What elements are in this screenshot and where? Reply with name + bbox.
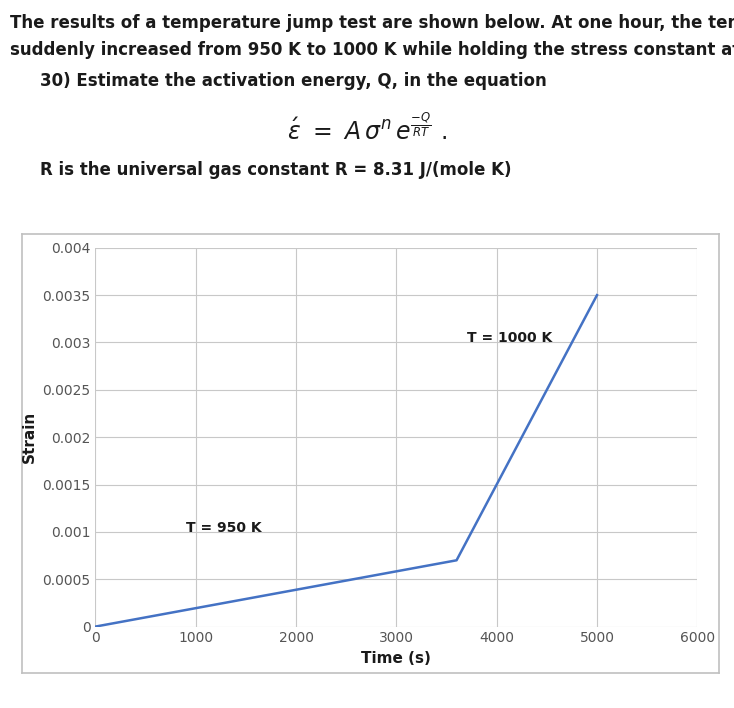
Text: suddenly increased from 950 K to 1000 K while holding the stress constant at 100: suddenly increased from 950 K to 1000 K … [10,41,734,59]
Text: The results of a temperature jump test are shown below. At one hour, the tempera: The results of a temperature jump test a… [10,14,734,32]
Text: $\acute{\epsilon}\ =\ A\,\sigma^{n}\,e^{\frac{-Q}{RT}}\ .$: $\acute{\epsilon}\ =\ A\,\sigma^{n}\,e^{… [287,113,447,145]
Text: R is the universal gas constant R = 8.31 J/(mole K): R is the universal gas constant R = 8.31… [40,161,512,179]
Y-axis label: Strain: Strain [22,411,37,463]
Text: T = 1000 K: T = 1000 K [467,331,552,346]
Text: T = 950 K: T = 950 K [186,521,261,535]
X-axis label: Time (s): Time (s) [361,651,432,666]
Text: 30) Estimate the activation energy, Q, in the equation: 30) Estimate the activation energy, Q, i… [40,72,547,90]
